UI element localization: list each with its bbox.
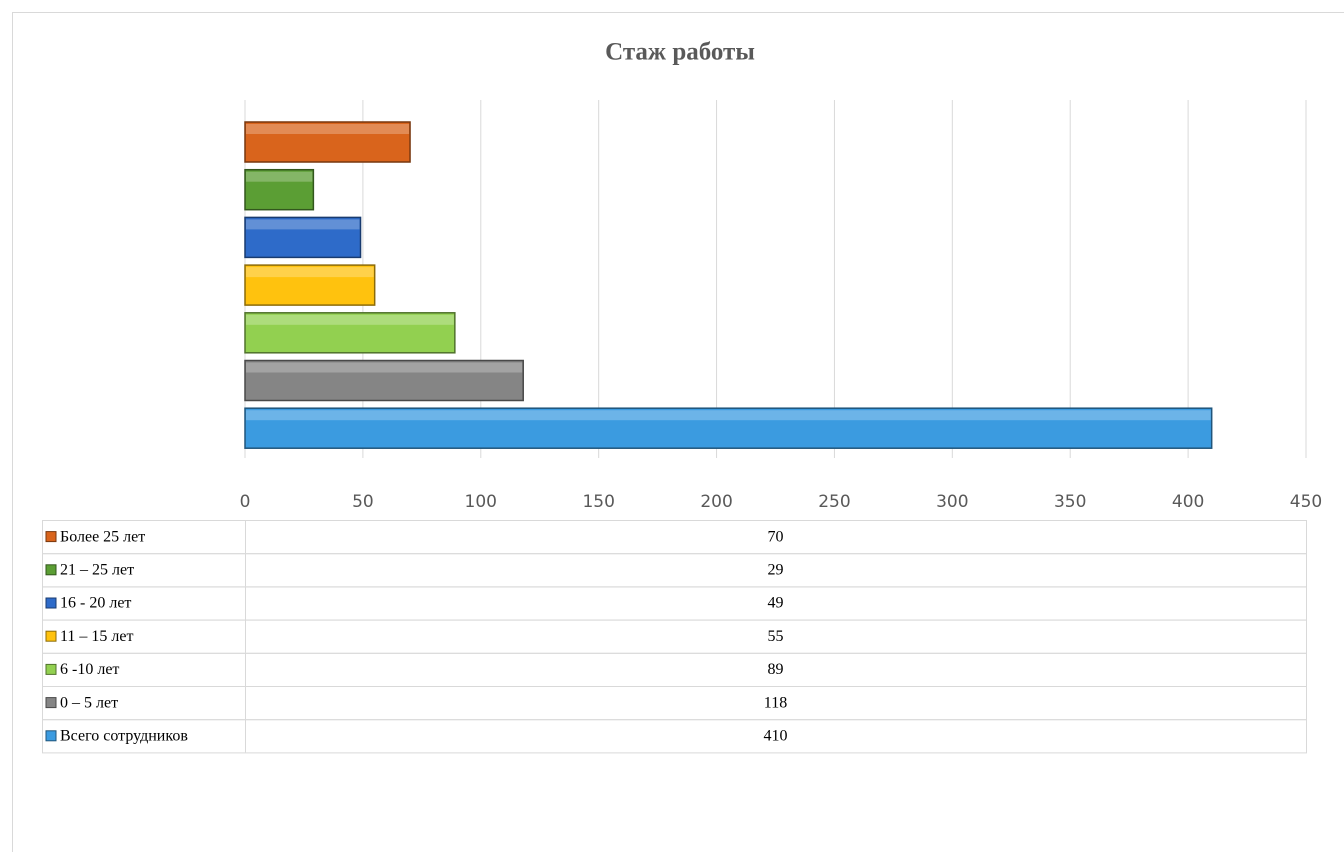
bar xyxy=(244,168,315,211)
table-row xyxy=(42,719,1307,754)
table-value: 70 xyxy=(768,528,784,545)
bar-highlight xyxy=(246,314,454,325)
table-value: 49 xyxy=(768,595,784,612)
bar-highlight xyxy=(246,171,313,182)
legend-key xyxy=(45,564,57,576)
bar-highlight xyxy=(246,219,360,230)
bar-highlight xyxy=(246,124,410,134)
bar xyxy=(244,121,411,163)
bar xyxy=(244,312,456,354)
bar xyxy=(244,359,524,402)
table-value: 29 xyxy=(768,561,784,578)
bar xyxy=(244,264,376,306)
legend-label: 21 – 25 лет xyxy=(60,561,134,578)
x-tick-label: 350 xyxy=(1054,492,1086,512)
legend-key xyxy=(45,531,57,543)
legend-key xyxy=(45,597,57,609)
x-tick-label: 50 xyxy=(352,492,374,512)
x-tick-label: 400 xyxy=(1172,492,1204,512)
chart-title: Стаж работы xyxy=(605,39,755,66)
x-tick-label: 100 xyxy=(465,492,497,512)
legend-label: Более 25 лет xyxy=(60,528,145,545)
legend-label: Всего сотрудников xyxy=(60,727,188,744)
table-value: 410 xyxy=(764,727,788,744)
x-tick-label: 450 xyxy=(1290,492,1322,512)
table-value: 55 xyxy=(768,628,784,645)
legend-label: 6 -10 лет xyxy=(60,661,119,678)
legend-key xyxy=(45,630,57,642)
x-tick-label: 150 xyxy=(582,492,614,512)
legend-label: 0 – 5 лет xyxy=(60,694,118,711)
table-value: 89 xyxy=(768,661,784,678)
legend-label: 16 - 20 лет xyxy=(60,595,131,612)
bar-highlight xyxy=(246,267,374,278)
bar xyxy=(244,216,362,259)
x-tick-label: 200 xyxy=(700,492,732,512)
legend-key xyxy=(45,730,57,742)
bar-highlight xyxy=(246,410,1211,421)
x-tick-label: 300 xyxy=(936,492,968,512)
bar xyxy=(244,407,1213,449)
legend-key xyxy=(45,663,57,675)
legend-label: 11 – 15 лет xyxy=(60,628,133,645)
table-value: 118 xyxy=(764,694,787,711)
bar-highlight xyxy=(246,362,523,373)
legend-key xyxy=(45,697,57,709)
x-tick-label: 0 xyxy=(240,492,251,512)
x-tick-label: 250 xyxy=(818,492,850,512)
